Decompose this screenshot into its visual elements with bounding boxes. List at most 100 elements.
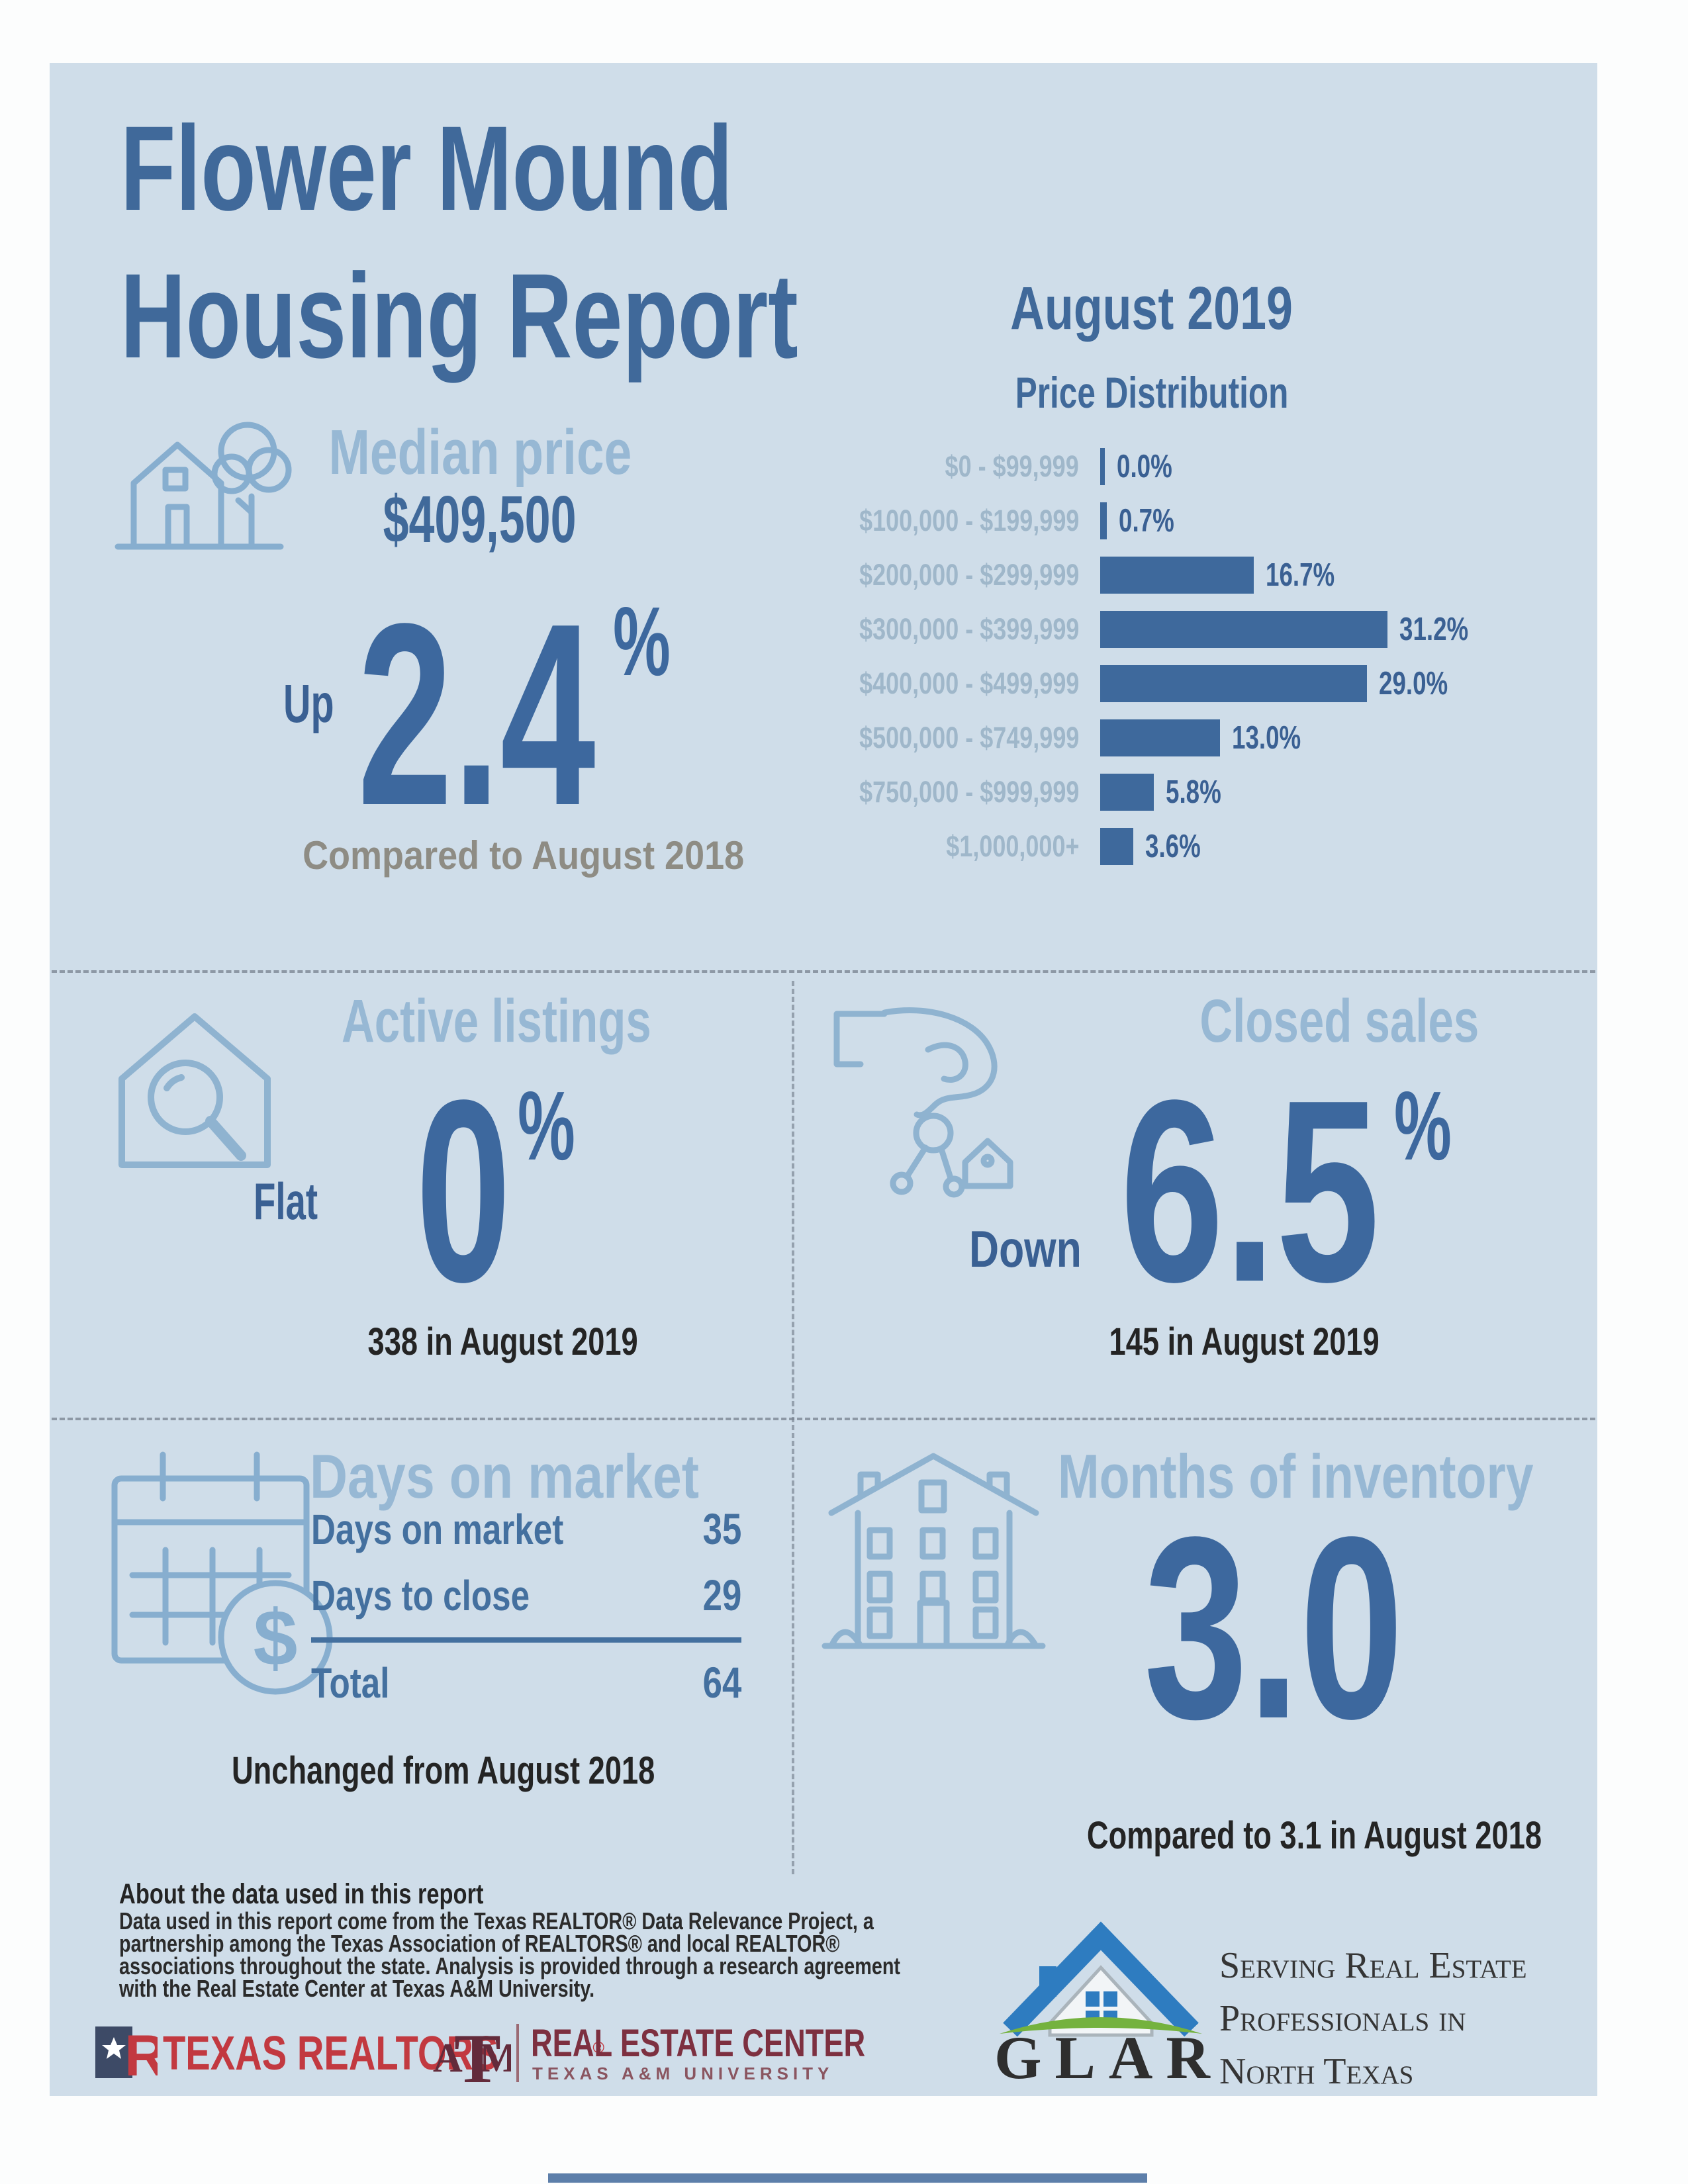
chart-title: Price Distribution xyxy=(953,367,1350,418)
median-price-value-text: $409,500 xyxy=(383,482,577,557)
texas-realtors-reg-mark: ® xyxy=(592,2039,605,2057)
about-body-text: Data used in this report come from the T… xyxy=(119,1907,901,2002)
days-compare: Unchanged from August 2018 xyxy=(232,1749,774,1793)
price-distribution-chart: $0 - $99,999 0.0% $100,000 - $199,999 0.7% $… xyxy=(715,439,1491,874)
chart-category-label: $100,000 - $199,999 xyxy=(859,504,1079,537)
closed-percent-sign-text: % xyxy=(1394,1071,1452,1181)
days-table-rule xyxy=(311,1637,741,1643)
chart-value-label: 3.6% xyxy=(1145,829,1201,864)
chart-bar xyxy=(1100,448,1105,485)
chart-category-label: $200,000 - $299,999 xyxy=(859,558,1079,592)
page-title-line2: Housing Report xyxy=(120,246,1024,385)
chart-category-label: $300,000 - $399,999 xyxy=(859,612,1079,646)
active-percent-sign: % xyxy=(518,1077,605,1175)
active-direction: Flat xyxy=(254,1171,346,1232)
texas-realtors-wordmark: TEXAS REALTORS ® xyxy=(163,2026,604,2081)
chart-row-7: $1,000,000+ 3.6% xyxy=(715,819,1491,874)
glar-wordmark: GLAR xyxy=(994,2023,1223,2093)
active-count: 338 in August 2019 xyxy=(298,1320,708,1364)
days-row1-label: Days on market xyxy=(311,1506,564,1553)
chart-row-2: $200,000 - $299,999 16.7% xyxy=(715,548,1491,602)
chart-category-label: $1,000,000+ xyxy=(945,829,1079,863)
svg-text:M: M xyxy=(479,2036,511,2081)
page-title-line1: Flower Mound xyxy=(120,99,937,238)
median-change: 2.4 xyxy=(357,585,718,844)
glar-wordmark-text: GLAR xyxy=(994,2024,1223,2091)
report-month-text: August 2019 xyxy=(1010,275,1293,342)
active-listings-label: Active listings xyxy=(285,987,708,1056)
chart-row-4: $400,000 - $499,999 29.0% xyxy=(715,657,1491,711)
active-change-text: 0 xyxy=(416,1046,511,1336)
real-estate-center-line1: REAL ESTATE CENTER xyxy=(531,2021,960,2066)
texas-realtors-logo-icon: R xyxy=(95,2023,158,2083)
glar-tagline-text: Serving Real Estate Professionals in Nor… xyxy=(1219,1945,1527,2092)
chart-value-label: 31.2% xyxy=(1399,612,1469,647)
svg-text:R: R xyxy=(124,2023,158,2083)
chart-bar xyxy=(1100,774,1154,811)
closed-change: 6.5 xyxy=(1120,1062,1481,1321)
months-inventory-compare-text: Compared to 3.1 in August 2018 xyxy=(1086,1814,1542,1857)
svg-text:$: $ xyxy=(254,1594,298,1682)
divider-horizontal-2 xyxy=(52,1418,1595,1420)
glar-logo-icon xyxy=(1000,1921,1202,2037)
chart-bar xyxy=(1100,502,1107,539)
median-direction: Up xyxy=(283,673,355,735)
active-listings-label-text: Active listings xyxy=(342,987,651,1055)
svg-text:T: T xyxy=(454,2020,501,2097)
footer-logo-divider xyxy=(516,2024,519,2082)
active-change: 0 xyxy=(416,1062,560,1321)
chart-row-0: $0 - $99,999 0.0% xyxy=(715,439,1491,494)
page-title-line1-text: Flower Mound xyxy=(120,101,733,236)
about-body: Data used in this report come from the T… xyxy=(119,1907,1096,2002)
chart-title-text: Price Distribution xyxy=(1015,368,1289,417)
divider-vertical xyxy=(792,981,794,1874)
chart-value-label: 16.7% xyxy=(1266,557,1335,593)
house-magnifier-icon xyxy=(118,1013,271,1168)
report-month: August 2019 xyxy=(953,274,1350,343)
median-price-label: Median price xyxy=(278,416,682,489)
months-inventory-compare: Compared to 3.1 in August 2018 xyxy=(1023,1813,1542,1858)
months-inventory-value-text: 3.0 xyxy=(1144,1483,1404,1773)
months-inventory-label: Months of inventory xyxy=(1058,1441,1652,1512)
active-direction-text: Flat xyxy=(254,1172,318,1230)
days-on-market-label-text: Days on market xyxy=(310,1441,700,1511)
days-row1-value: 35 xyxy=(702,1504,741,1553)
months-inventory-value: 3.0 xyxy=(1144,1498,1505,1758)
median-percent-sign: % xyxy=(613,593,700,691)
about-heading: About the data used in this report xyxy=(119,1878,575,1911)
months-inventory-label-text: Months of inventory xyxy=(1058,1441,1534,1511)
closed-change-text: 6.5 xyxy=(1120,1046,1380,1336)
chart-bar xyxy=(1100,719,1220,756)
active-percent-sign-text: % xyxy=(518,1071,575,1181)
days-table-row-1: Days on market 35 xyxy=(311,1504,741,1554)
median-direction-text: Up xyxy=(283,674,334,734)
days-on-market-label: Days on market xyxy=(310,1441,773,1512)
days-table-total-row: Total 64 xyxy=(311,1657,741,1707)
chart-category-label: $0 - $99,999 xyxy=(945,449,1079,483)
report-panel xyxy=(50,63,1597,2096)
chart-bar xyxy=(1100,828,1133,865)
days-table-row-2: Days to close 29 xyxy=(311,1570,741,1620)
median-compare: Compared to August 2018 xyxy=(278,833,744,878)
days-total-value: 64 xyxy=(702,1658,741,1707)
about-heading-text: About the data used in this report xyxy=(119,1878,484,1910)
chart-value-label: 13.0% xyxy=(1232,720,1301,756)
chart-row-6: $750,000 - $999,999 5.8% xyxy=(715,765,1491,819)
page-title-line2-text: Housing Report xyxy=(120,248,798,383)
chart-bar xyxy=(1100,611,1387,648)
calendar-dollar-icon: $ xyxy=(111,1451,333,1695)
closed-direction-text: Down xyxy=(969,1220,1082,1278)
days-row2-label: Days to close xyxy=(311,1572,530,1619)
days-row2-value: 29 xyxy=(702,1570,741,1619)
median-compare-text: Compared to August 2018 xyxy=(303,833,745,878)
closed-percent-sign: % xyxy=(1394,1077,1481,1175)
chart-row-5: $500,000 - $749,999 13.0% xyxy=(715,711,1491,765)
scan-artifact-strip xyxy=(548,2173,1147,2183)
svg-text:A: A xyxy=(433,2036,463,2081)
real-estate-center-line2-text: TEXAS A&M UNIVERSITY xyxy=(532,2064,834,2083)
chart-row-1: $100,000 - $199,999 0.7% xyxy=(715,494,1491,548)
building-icon xyxy=(821,1453,1046,1649)
chart-category-label: $750,000 - $999,999 xyxy=(859,775,1079,809)
chart-row-3: $300,000 - $399,999 31.2% xyxy=(715,602,1491,657)
